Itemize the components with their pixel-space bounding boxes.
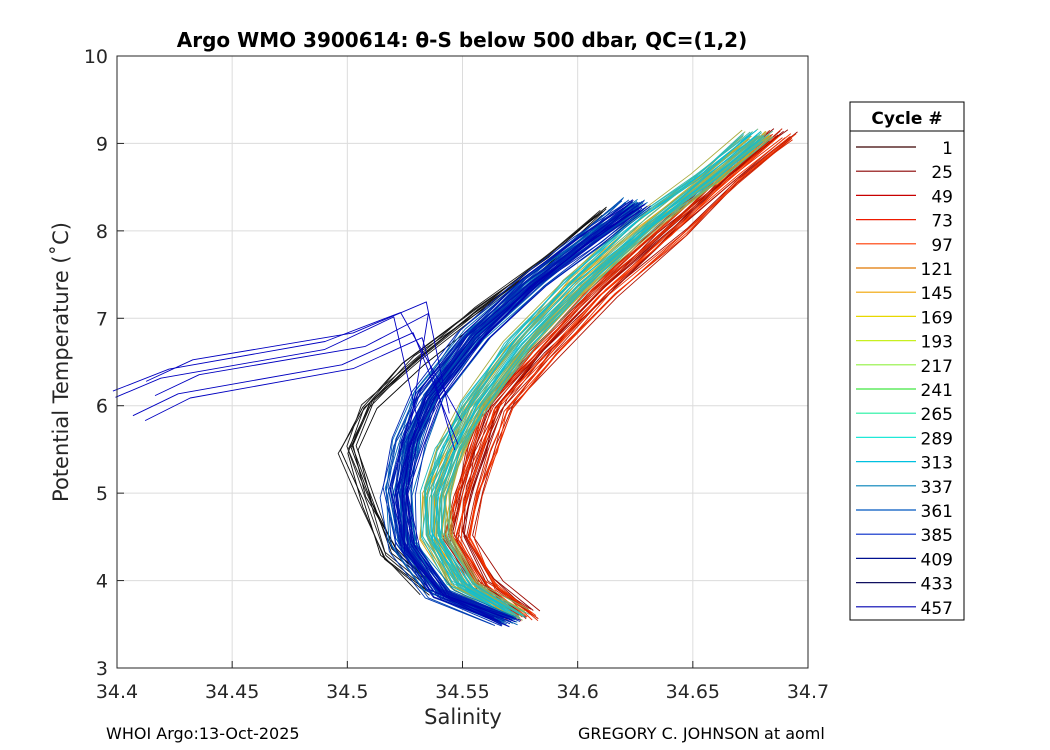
legend-label: 337 (921, 478, 953, 498)
y-axis-label: Potential Temperature (˚C) (49, 222, 73, 502)
profile-trace (112, 312, 462, 422)
legend-label: 49 (931, 187, 953, 207)
x-tick-label: 34.65 (666, 681, 720, 703)
y-tick-label: 9 (96, 133, 108, 155)
profile-trace (346, 210, 601, 586)
profile-trace (407, 205, 651, 621)
profile-trace (419, 134, 745, 614)
legend-title: Cycle # (871, 109, 942, 129)
legend: Cycle # 1 25 49 73 97 121 145 169 193 217 241 265 28… (849, 101, 965, 621)
profile-trace (449, 136, 772, 614)
x-tick-label: 34.7 (787, 681, 829, 703)
x-tick-label: 34.55 (435, 681, 489, 703)
profile-trace (456, 135, 781, 618)
y-tick-label: 8 (96, 221, 108, 243)
legend-label: 433 (921, 575, 953, 595)
profile-trace (436, 132, 763, 615)
profile-trace (414, 207, 647, 622)
y-tick-label: 6 (96, 396, 108, 418)
legend-label: 97 (931, 236, 953, 256)
profile-trace (468, 136, 790, 621)
profile-trace (469, 133, 797, 616)
legend-label: 73 (931, 212, 953, 232)
legend-label: 409 (921, 550, 953, 570)
footer-source: WHOI Argo:13-Oct-2025 (106, 724, 300, 743)
profile-trace (115, 316, 420, 428)
x-tick-label: 34.5 (326, 681, 368, 703)
footer-author: GREGORY C. JOHNSON at aoml (578, 724, 825, 743)
profile-trace (145, 301, 450, 414)
legend-label: 313 (921, 454, 953, 474)
legend-label: 457 (921, 599, 953, 619)
legend-entries: 1 25 49 73 97 121 145 169 193 217 241 265 289 313 337 3… (856, 139, 953, 619)
x-axis-ticks: 34.4 34.45 34.5 34.55 34.6 34.65 34.7 (96, 661, 829, 703)
profile-trace (436, 136, 761, 617)
profile-trace (433, 131, 761, 613)
legend-label: 385 (921, 526, 953, 546)
profile-trace (431, 129, 757, 612)
profile-trace (465, 136, 791, 616)
legend-label: 217 (921, 357, 953, 377)
profile-trace (437, 134, 765, 615)
y-axis-ticks: 3 4 5 6 7 8 9 10 (84, 46, 124, 680)
legend-label: 145 (921, 284, 953, 304)
legend-label: 25 (931, 163, 953, 183)
y-tick-label: 3 (96, 658, 108, 680)
y-tick-label: 10 (84, 46, 108, 68)
profile-trace (401, 200, 645, 618)
x-axis-label: Salinity (424, 705, 502, 729)
profile-trace (424, 132, 752, 614)
legend-label: 169 (921, 308, 953, 328)
profile-trace (424, 131, 751, 612)
legend-label: 121 (921, 260, 953, 280)
x-tick-label: 34.4 (96, 681, 138, 703)
profile-trace (472, 131, 798, 612)
legend-label: 289 (921, 429, 953, 449)
y-tick-label: 4 (96, 571, 108, 593)
profile-traces (112, 128, 798, 628)
profile-trace (410, 207, 643, 625)
profile-trace (447, 135, 767, 616)
profile-trace (382, 202, 627, 619)
profile-trace (394, 207, 624, 623)
profile-trace (406, 210, 640, 627)
profile-trace (132, 332, 459, 445)
x-tick-label: 34.6 (557, 681, 599, 703)
legend-label: 1 (942, 139, 953, 159)
y-tick-label: 5 (96, 483, 108, 505)
profile-trace (460, 137, 778, 622)
chart-title: Argo WMO 3900614: θ-S below 500 dbar, QC… (177, 28, 747, 52)
profile-trace (439, 141, 763, 618)
profile-trace (423, 129, 743, 610)
legend-label: 241 (921, 381, 953, 401)
x-tick-label: 34.45 (205, 681, 259, 703)
profile-trace (144, 337, 456, 451)
legend-label: 361 (921, 502, 953, 522)
legend-label: 265 (921, 405, 953, 425)
profile-trace (154, 313, 429, 425)
profile-trace (457, 137, 786, 620)
profile-trace (463, 133, 781, 618)
y-tick-label: 7 (96, 308, 108, 330)
profile-trace (424, 132, 744, 612)
profile-trace (401, 210, 634, 626)
profile-trace (441, 130, 774, 613)
legend-label: 193 (921, 333, 953, 353)
